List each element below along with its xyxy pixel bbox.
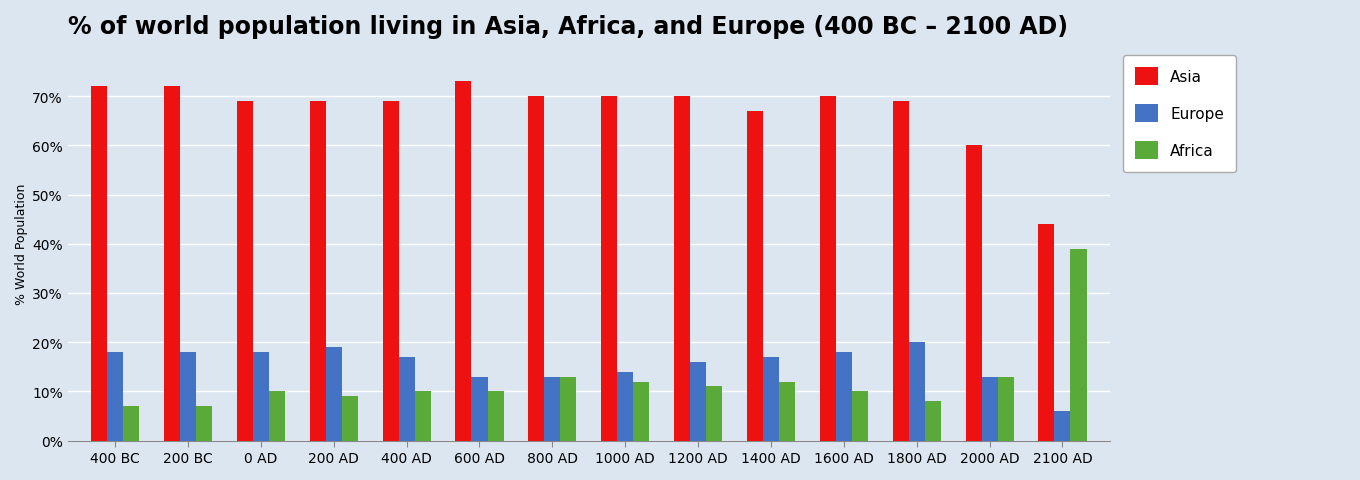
Bar	[1054, 411, 1070, 441]
Bar	[706, 387, 722, 441]
Y-axis label: % World Population: % World Population	[15, 184, 29, 305]
Bar	[560, 377, 577, 441]
Bar	[91, 87, 107, 441]
Bar	[472, 377, 487, 441]
Bar	[925, 401, 941, 441]
Bar	[398, 357, 415, 441]
Bar	[966, 146, 982, 441]
Bar	[675, 97, 690, 441]
Bar	[382, 102, 398, 441]
Bar	[456, 82, 472, 441]
Bar	[779, 382, 796, 441]
Bar	[528, 97, 544, 441]
Bar	[341, 396, 358, 441]
Bar	[836, 352, 851, 441]
Bar	[851, 392, 868, 441]
Bar	[253, 352, 269, 441]
Bar	[107, 352, 124, 441]
Bar	[180, 352, 196, 441]
Bar	[634, 382, 649, 441]
Bar	[601, 97, 617, 441]
Bar	[908, 342, 925, 441]
Bar	[763, 357, 779, 441]
Bar	[310, 102, 326, 441]
Bar	[820, 97, 836, 441]
Bar	[487, 392, 503, 441]
Bar	[544, 377, 560, 441]
Bar	[747, 112, 763, 441]
Bar	[690, 362, 706, 441]
Bar	[892, 102, 908, 441]
Bar	[196, 406, 212, 441]
Text: % of world population living in Asia, Africa, and Europe (400 BC – 2100 AD): % of world population living in Asia, Af…	[68, 15, 1068, 39]
Bar	[1070, 249, 1087, 441]
Bar	[269, 392, 286, 441]
Bar	[998, 377, 1013, 441]
Bar	[326, 348, 341, 441]
Bar	[982, 377, 998, 441]
Bar	[617, 372, 634, 441]
Bar	[124, 406, 139, 441]
Legend: Asia, Europe, Africa: Asia, Europe, Africa	[1123, 55, 1236, 172]
Bar	[165, 87, 180, 441]
Bar	[415, 392, 431, 441]
Bar	[237, 102, 253, 441]
Bar	[1039, 225, 1054, 441]
